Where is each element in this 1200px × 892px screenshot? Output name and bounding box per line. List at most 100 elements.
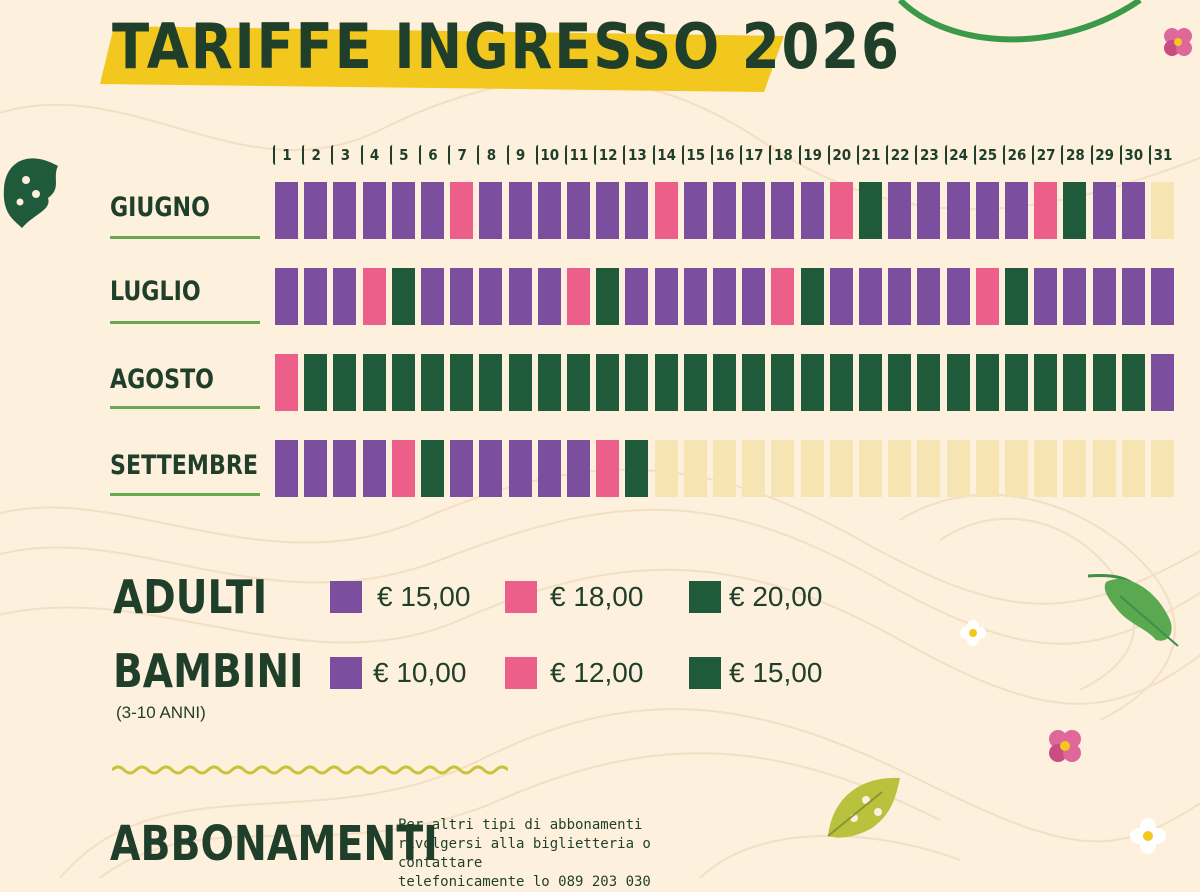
day-cell	[479, 182, 503, 239]
day-number: 5	[389, 142, 416, 168]
day-cell	[333, 440, 357, 497]
day-cell	[713, 182, 736, 239]
day-cell	[742, 182, 766, 239]
abbonamenti-line: Per altri tipi di abbonamenti	[398, 817, 643, 833]
day-cell	[859, 354, 882, 411]
day-cell	[888, 440, 912, 497]
adulti-price-green: € 20,00	[729, 581, 823, 612]
day-cell	[362, 182, 386, 239]
day-cell	[683, 268, 707, 325]
day-cell	[1005, 182, 1028, 239]
leaf-icon	[827, 777, 900, 838]
day-number: 27	[1032, 142, 1058, 168]
day-cell	[450, 268, 474, 325]
day-cell	[1092, 268, 1116, 325]
day-cell	[800, 268, 824, 325]
day-cell	[421, 268, 444, 325]
day-number: 12	[594, 142, 620, 168]
day-cell	[275, 182, 298, 239]
day-cell	[596, 354, 620, 411]
leaf-icon	[3, 158, 58, 228]
day-cell	[567, 440, 590, 497]
day-number: 11	[565, 142, 591, 168]
day-number: 7	[448, 142, 474, 168]
flower-icon	[960, 620, 986, 646]
day-number: 9	[506, 142, 533, 168]
day-cell	[1121, 440, 1145, 497]
day-number: 28	[1061, 142, 1087, 168]
month-underline	[110, 321, 260, 324]
title-band	[100, 26, 784, 92]
day-cell	[1034, 268, 1058, 325]
month-row-agosto	[275, 354, 1174, 411]
day-cell	[275, 440, 298, 497]
abbonamenti-line: telefonicamente lo 089 203 030	[398, 874, 651, 890]
day-cell	[1063, 354, 1087, 411]
day-cell	[771, 354, 795, 411]
day-number: 13	[623, 142, 649, 168]
day-cell	[975, 182, 999, 239]
bambini-age-note: (3-10 ANNI)	[116, 703, 206, 722]
day-cell	[829, 440, 853, 497]
day-cell	[800, 440, 824, 497]
day-cell	[859, 268, 882, 325]
day-cell	[771, 268, 795, 325]
day-cell	[742, 440, 766, 497]
day-number: 4	[360, 142, 387, 168]
day-cell	[275, 268, 298, 325]
day-cell	[742, 354, 766, 411]
flower-icon	[1130, 818, 1166, 854]
day-cell	[888, 268, 912, 325]
day-cell	[537, 268, 561, 325]
day-number: 31	[1149, 142, 1175, 168]
day-cell	[596, 268, 620, 325]
day-cell	[1005, 354, 1028, 411]
day-number: 23	[915, 142, 941, 168]
day-number: 24	[944, 142, 971, 168]
day-cell	[333, 354, 357, 411]
day-cell	[654, 268, 678, 325]
day-cell	[1063, 440, 1087, 497]
day-cell	[362, 440, 386, 497]
day-cell	[1034, 440, 1058, 497]
day-cell	[567, 354, 590, 411]
day-cell	[391, 354, 415, 411]
day-cell	[975, 268, 999, 325]
day-cell	[567, 268, 590, 325]
day-cell	[654, 182, 678, 239]
day-cell	[975, 354, 999, 411]
day-cell	[362, 354, 386, 411]
swatch-pink	[505, 657, 537, 689]
day-cell	[421, 182, 444, 239]
day-cell	[1034, 354, 1058, 411]
day-number: 6	[419, 142, 445, 168]
day-cell	[742, 268, 766, 325]
adulti-label: ADULTI	[113, 570, 268, 624]
day-cell	[975, 440, 999, 497]
day-number: 20	[827, 142, 854, 168]
day-cell	[391, 440, 415, 497]
day-cell	[800, 182, 824, 239]
day-cell	[654, 354, 678, 411]
day-cell	[333, 182, 357, 239]
day-number: 30	[1119, 142, 1146, 168]
day-cell	[859, 182, 882, 239]
day-number: 19	[798, 142, 825, 168]
leaf-icon	[1087, 574, 1179, 647]
day-cell	[829, 268, 853, 325]
day-cell	[946, 354, 970, 411]
flower-icon	[1164, 28, 1192, 56]
day-cell	[1063, 182, 1087, 239]
day-cell	[946, 440, 970, 497]
bambini-price-pink: € 12,00	[550, 657, 644, 688]
day-cell	[508, 354, 532, 411]
day-cell	[625, 182, 649, 239]
day-cell	[625, 440, 649, 497]
day-cell	[304, 440, 328, 497]
day-cell	[1121, 182, 1145, 239]
day-cell	[508, 440, 532, 497]
day-cell	[450, 354, 474, 411]
day-cell	[654, 440, 678, 497]
month-row-settembre	[275, 440, 1174, 497]
